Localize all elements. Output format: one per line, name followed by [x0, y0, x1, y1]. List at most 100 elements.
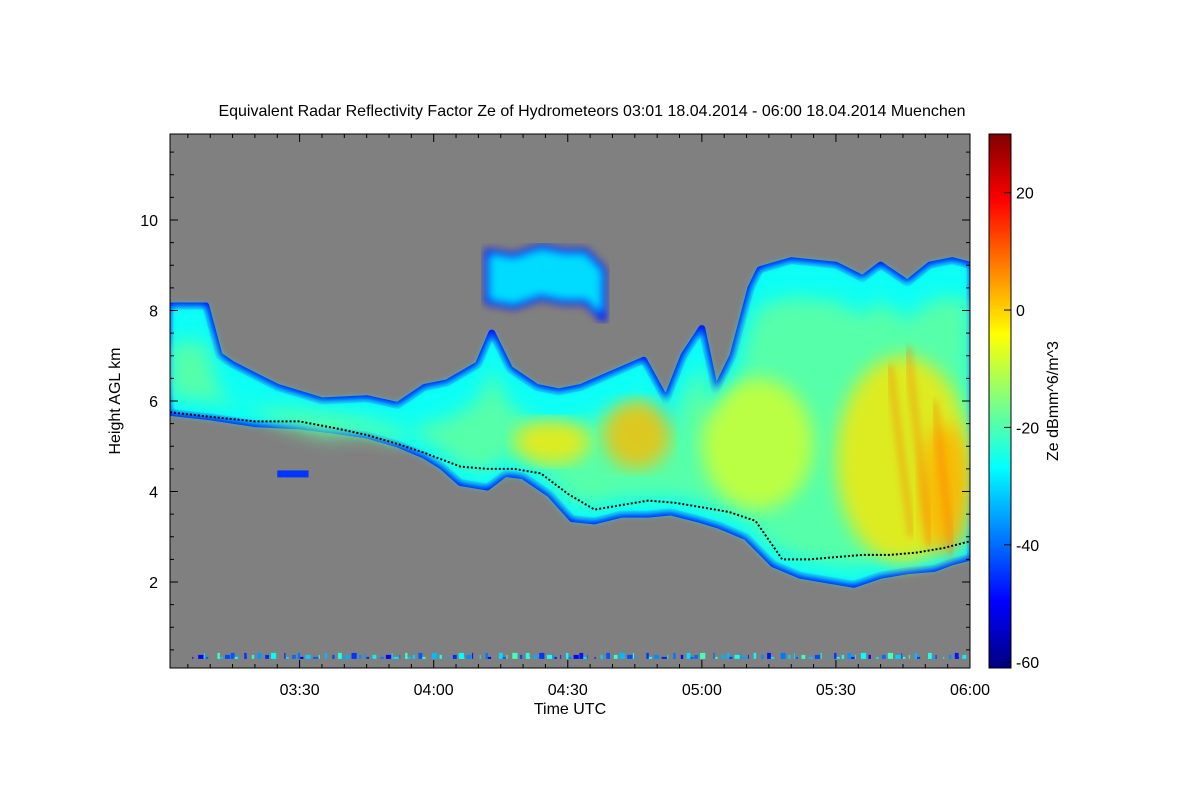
y-tick-label: 4 [149, 485, 158, 502]
echo-ground-clutter [385, 654, 392, 659]
echo-ground-clutter [198, 654, 204, 659]
echo-ground-clutter [767, 652, 771, 659]
echo-ground-clutter [487, 656, 492, 659]
echo-ground-clutter [299, 656, 304, 659]
y-axis: 2 4 6 8 10 [140, 151, 970, 651]
echo-ground-clutter [560, 654, 562, 659]
echo-ground-clutter [466, 654, 472, 659]
echo-ground-clutter [219, 656, 223, 659]
echo-ground-clutter [498, 652, 503, 659]
echo-ground-clutter [742, 656, 748, 659]
echo-ground-clutter [809, 656, 813, 659]
y-tick-label: 6 [149, 394, 158, 411]
echo-ground-clutter [680, 654, 684, 659]
echo-ground-clutter [431, 652, 438, 659]
echo-ground-clutter [903, 656, 906, 659]
echo-ground-clutter [439, 654, 442, 659]
echo-ground-clutter [251, 654, 255, 659]
echo-ground-clutter [225, 654, 231, 659]
echo-ground-clutter [192, 656, 194, 659]
echo-core [701, 378, 814, 510]
x-tick-label: 05:00 [682, 682, 722, 699]
echo-ground-clutter [673, 652, 676, 659]
echo-ground-clutter [412, 654, 416, 659]
echo-ground-clutter [372, 654, 377, 659]
echo-fall-streak [905, 346, 932, 547]
colorbar-tick-label: -40 [1016, 538, 1039, 555]
echo-ground-clutter [949, 654, 952, 659]
echo-ground-clutter [351, 652, 357, 659]
echo-ground-clutter [721, 654, 725, 659]
echo-ground-clutter [713, 652, 715, 659]
echo-ground-clutter [318, 654, 320, 659]
echo-ground-clutter [271, 652, 277, 659]
echo-ground-clutter [554, 656, 557, 659]
echo-ground-clutter [895, 654, 901, 659]
echo-ground-clutter [257, 652, 262, 659]
echo-ground-clutter [297, 652, 301, 659]
echo-ground-clutter [265, 654, 269, 659]
echo-ground-clutter [747, 654, 749, 659]
echo-ground-clutter [405, 652, 408, 659]
echo-ground-clutter [232, 656, 238, 659]
echo-isolated [277, 470, 309, 478]
echo-ground-clutter [876, 656, 879, 659]
echo-ground-clutter [230, 652, 235, 659]
echo-ground-clutter [768, 656, 775, 659]
echo-ground-clutter [648, 656, 652, 659]
echo-ground-clutter [332, 654, 335, 659]
echo-ground-clutter [359, 654, 362, 659]
echo-ground-clutter [956, 656, 959, 659]
echo-ground-clutter [627, 654, 633, 659]
x-axis-label: Time UTC [534, 701, 606, 718]
echo-ground-clutter [646, 652, 649, 659]
echo-ground-clutter [527, 656, 530, 659]
echo-ground-clutter [855, 654, 857, 659]
echo-ground-clutter [814, 654, 821, 659]
echo-ground-clutter [860, 652, 867, 659]
colorbar-bar [988, 133, 1012, 669]
y-tick-label: 2 [149, 575, 158, 592]
echo-ground-clutter [694, 654, 698, 659]
echo-ground-clutter [205, 656, 209, 659]
echo-ground-clutter [686, 652, 691, 659]
echo-ground-clutter [313, 656, 319, 659]
echo-anvil [484, 244, 607, 323]
x-axis: 03:30 04:00 04:30 05:00 05:30 06:00 [187, 134, 990, 699]
echo-ground-clutter [795, 656, 799, 659]
echo-ground-clutter [887, 652, 893, 659]
colorbar-ticks: 20 0 -20 -40 -60 [1004, 186, 1039, 672]
echo-ground-clutter [519, 654, 523, 659]
echo-ground-clutter [633, 652, 634, 659]
echo-ground-clutter [452, 654, 457, 659]
x-tick-label: 03:30 [280, 682, 320, 699]
echo-ground-clutter [399, 654, 401, 659]
echo-ground-clutter [606, 652, 610, 659]
echo-ground-clutter [364, 652, 366, 659]
echo-ground-clutter [393, 656, 399, 659]
echo-ground-clutter [849, 656, 855, 659]
echo-ground-clutter [868, 654, 871, 659]
echo-ground-clutter [835, 656, 840, 659]
echo-ground-clutter [600, 654, 603, 659]
echo-ground-clutter [734, 654, 740, 659]
echo-ground-clutter [418, 652, 423, 659]
echo-ground-clutter [579, 652, 584, 659]
colorbar: 20 0 -20 -40 -60 Ze dBmm^6/m^3 [988, 133, 1062, 672]
echo-ground-clutter [654, 654, 660, 659]
echo-ground-clutter [420, 656, 426, 659]
echo-ground-clutter [500, 656, 506, 659]
echo-ground-clutter [284, 652, 286, 659]
echo-ground-clutter [581, 656, 587, 659]
echo-ground-clutter [238, 654, 240, 659]
echo-ground-clutter [472, 652, 474, 659]
echo-ground-clutter [688, 656, 694, 659]
echo-ground-clutter [962, 654, 967, 659]
echo-ground-clutter [740, 652, 742, 659]
colorbar-label: Ze dBmm^6/m^3 [1045, 341, 1062, 461]
x-tick-label: 05:30 [816, 682, 856, 699]
echo-ground-clutter [567, 656, 572, 659]
echo-ground-clutter [788, 654, 791, 659]
echo-ground-clutter [305, 654, 311, 659]
